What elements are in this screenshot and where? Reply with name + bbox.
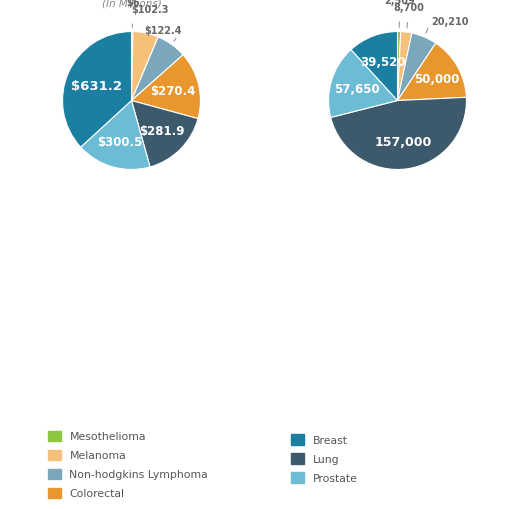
Text: 8,700: 8,700 [394, 3, 424, 13]
Wedge shape [132, 33, 133, 101]
Text: $270.4: $270.4 [150, 85, 196, 98]
Text: 50,000: 50,000 [414, 73, 459, 86]
Text: $122.4: $122.4 [144, 26, 181, 36]
Wedge shape [351, 33, 397, 101]
Wedge shape [329, 50, 397, 118]
Text: 20,210: 20,210 [431, 17, 469, 27]
Wedge shape [397, 34, 436, 101]
Wedge shape [80, 101, 150, 170]
Text: (In Millions): (In Millions) [102, 0, 161, 9]
Text: $631.2: $631.2 [71, 79, 122, 93]
Legend: Mesothelioma, Melanoma, Non-hodgkins Lymphoma, Colorectal: Mesothelioma, Melanoma, Non-hodgkins Lym… [48, 431, 208, 498]
Legend: Breast, Lung, Prostate: Breast, Lung, Prostate [291, 434, 358, 483]
Wedge shape [331, 98, 467, 170]
Text: $6: $6 [126, 0, 139, 8]
Text: 2,509: 2,509 [385, 0, 415, 6]
Text: $300.5: $300.5 [97, 136, 142, 149]
Wedge shape [397, 33, 401, 101]
Wedge shape [397, 44, 467, 101]
Text: 157,000: 157,000 [375, 136, 432, 149]
Wedge shape [132, 101, 198, 167]
Wedge shape [132, 38, 183, 101]
Wedge shape [62, 33, 132, 148]
Text: 39,520: 39,520 [360, 56, 405, 69]
Wedge shape [397, 33, 412, 101]
Text: $281.9: $281.9 [139, 125, 185, 138]
Wedge shape [132, 33, 158, 101]
Wedge shape [132, 55, 200, 120]
Text: $102.3: $102.3 [131, 5, 169, 15]
Text: 57,650: 57,650 [334, 82, 379, 96]
